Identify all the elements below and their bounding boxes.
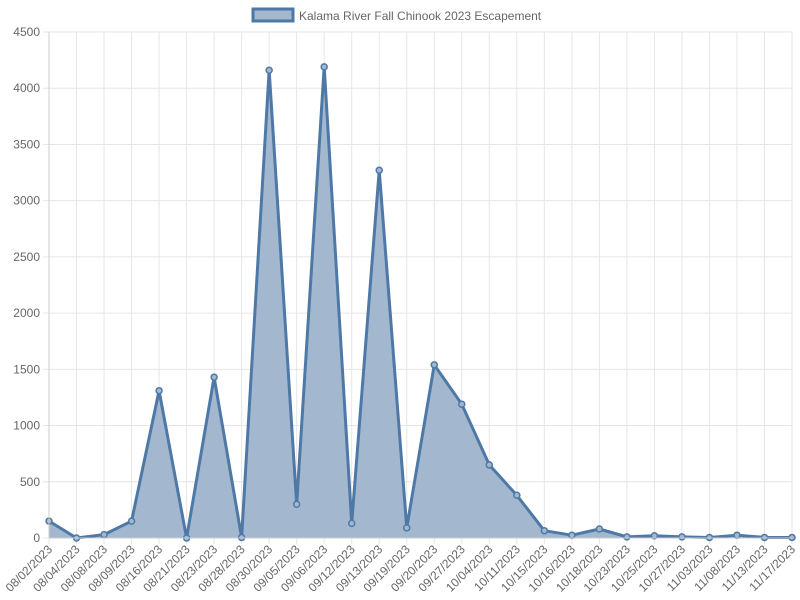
data-point[interactable] (265, 66, 273, 74)
data-point[interactable] (320, 63, 328, 71)
data-point[interactable] (733, 531, 741, 539)
data-point[interactable] (375, 166, 383, 175)
y-tick-label: 2500 (13, 250, 40, 264)
y-tick-label: 2000 (13, 306, 40, 320)
series-line (48, 65, 792, 540)
data-point[interactable] (513, 491, 521, 500)
y-tick-label: 3000 (13, 194, 40, 208)
y-tick-label: 4000 (13, 81, 40, 95)
data-point[interactable] (402, 524, 411, 532)
data-point[interactable] (458, 400, 466, 408)
series-line-layer (48, 65, 792, 540)
data-point[interactable] (155, 386, 163, 395)
data-point[interactable] (595, 525, 604, 533)
data-point[interactable] (760, 533, 769, 542)
y-tick-label: 1500 (13, 362, 40, 376)
y-tick-label: 4500 (13, 25, 40, 39)
data-point[interactable] (127, 517, 136, 525)
data-point[interactable] (705, 533, 714, 542)
legend-label[interactable]: Kalama River Fall Chinook 2023 Escapemen… (299, 9, 542, 23)
data-point[interactable] (650, 532, 659, 540)
legend-swatch[interactable] (251, 7, 295, 23)
y-tick-label: 1000 (13, 419, 40, 433)
series-area (49, 66, 792, 538)
data-point[interactable] (347, 519, 356, 528)
data-point[interactable] (237, 533, 246, 542)
area-fill-layer (49, 66, 792, 538)
data-point[interactable] (292, 500, 301, 509)
y-tick-label: 500 (20, 475, 40, 489)
data-point[interactable] (100, 530, 108, 539)
data-point[interactable] (788, 533, 796, 542)
data-point[interactable] (210, 373, 218, 381)
data-point[interactable] (623, 533, 631, 541)
data-point[interactable] (430, 361, 439, 369)
data-point[interactable] (485, 461, 494, 469)
y-tick-label: 0 (33, 531, 40, 545)
data-point[interactable] (540, 526, 549, 535)
legend[interactable]: Kalama River Fall Chinook 2023 Escapemen… (251, 7, 542, 23)
y-tick-label: 3500 (13, 137, 40, 151)
data-point[interactable] (678, 533, 686, 541)
data-point[interactable] (568, 531, 576, 539)
